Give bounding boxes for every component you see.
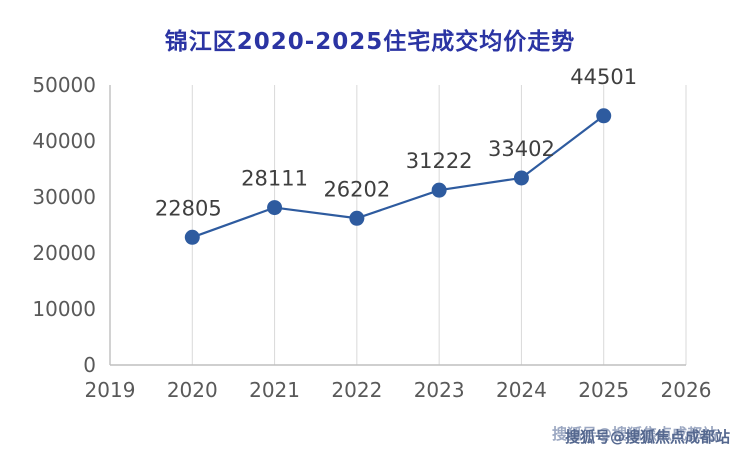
data-point-2025 <box>596 108 612 124</box>
data-point-2024 <box>513 170 529 186</box>
y-tick-label: 20000 <box>32 241 96 265</box>
data-label-2020: 22805 <box>155 196 222 220</box>
data-label-2023: 31222 <box>406 149 473 173</box>
x-tick-label: 2024 <box>496 378 547 402</box>
x-tick-label: 2026 <box>661 378 712 402</box>
x-tick-label: 2023 <box>414 378 465 402</box>
x-tick-label: 2021 <box>249 378 300 402</box>
y-tick-label: 0 <box>83 353 96 377</box>
y-tick-label: 40000 <box>32 129 96 153</box>
y-tick-label: 50000 <box>32 73 96 97</box>
data-point-2021 <box>267 200 283 216</box>
y-tick-label: 10000 <box>32 297 96 321</box>
data-label-2021: 28111 <box>241 167 308 191</box>
x-tick-label: 2022 <box>331 378 382 402</box>
x-tick-label: 2025 <box>578 378 629 402</box>
data-point-2020 <box>184 229 200 245</box>
sohu-watermark: 搜狐号@搜狐焦点成都站 搜狐号@搜狐焦点成都站 <box>552 425 730 447</box>
x-tick-label: 2019 <box>85 378 136 402</box>
watermark-text-shadow: 搜狐号@搜狐焦点成都站 <box>551 425 717 443</box>
data-point-2022 <box>349 210 365 226</box>
watermark-text: 搜狐号@搜狐焦点成都站 <box>564 428 730 446</box>
x-tick-label: 2020 <box>167 378 218 402</box>
chart-title: 锦江区2020-2025住宅成交均价走势 <box>164 29 576 55</box>
data-point-2023 <box>431 182 447 198</box>
data-label-2024: 33402 <box>488 137 555 161</box>
data-label-2022: 26202 <box>323 177 390 201</box>
data-label-2025: 44501 <box>570 65 637 89</box>
price-series-line <box>191 114 605 239</box>
y-tick-label: 30000 <box>32 185 96 209</box>
